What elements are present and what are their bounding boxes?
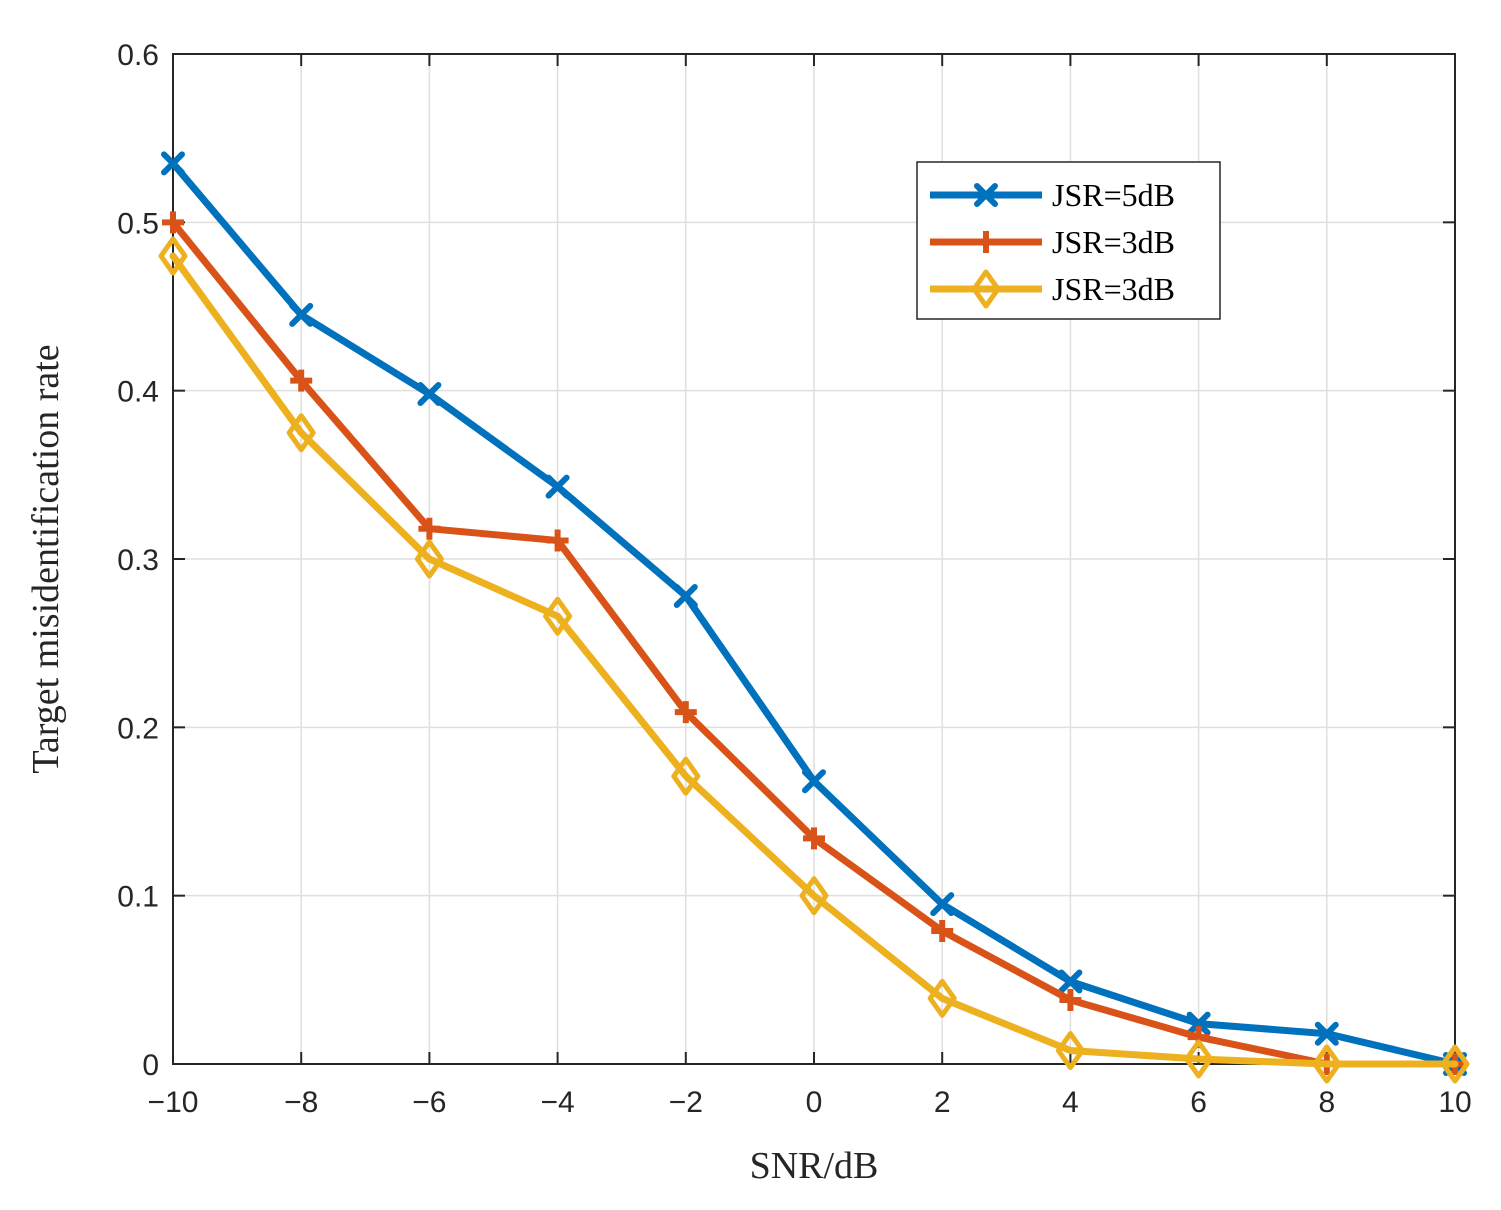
y-tick-label: 0.4 xyxy=(117,376,159,409)
data-point-marker xyxy=(1312,1044,1342,1084)
y-tick-label: 0.2 xyxy=(117,712,159,745)
y-axis-title: Target misidentification rate xyxy=(25,344,67,773)
legend-label-3: JSR=3dB xyxy=(1052,271,1175,307)
data-point-marker xyxy=(799,876,829,916)
data-point-marker xyxy=(671,756,701,796)
x-tick-label: −10 xyxy=(148,1086,199,1119)
data-point-marker xyxy=(930,892,955,917)
data-point-marker xyxy=(545,474,570,499)
legend-label-1: JSR=5dB xyxy=(1052,177,1175,213)
data-point-marker xyxy=(418,517,441,540)
data-point-marker xyxy=(546,529,569,552)
data-point-marker xyxy=(673,584,698,609)
data-point-marker xyxy=(674,701,697,724)
x-tick-label: −6 xyxy=(412,1086,446,1119)
data-point-marker xyxy=(1055,1031,1085,1071)
data-point-marker xyxy=(1440,1044,1470,1084)
x-tick-label: 0 xyxy=(806,1086,823,1119)
series-group xyxy=(158,151,1470,1084)
data-point-marker xyxy=(161,151,185,176)
data-point-marker xyxy=(1058,969,1083,994)
data-point-marker xyxy=(802,769,826,794)
data-point-marker xyxy=(931,920,954,943)
x-tick-label: 10 xyxy=(1438,1086,1471,1119)
x-tick-label: −8 xyxy=(284,1086,318,1119)
legend-label-2: JSR=3dB xyxy=(1052,224,1175,260)
legend-marker-3 xyxy=(971,269,1001,309)
data-point-marker xyxy=(417,382,442,407)
y-tick-label: 0 xyxy=(142,1049,159,1082)
legend: JSR=5dB JSR=3dB JSR=3dB xyxy=(916,161,1221,320)
x-tick-label: −4 xyxy=(540,1086,574,1119)
data-point-marker xyxy=(803,827,825,850)
data-point-marker xyxy=(1184,1039,1214,1079)
data-point-marker xyxy=(1186,1011,1211,1036)
y-tick-label: 0.3 xyxy=(117,544,159,577)
data-point-marker xyxy=(927,978,957,1018)
legend-marker-2 xyxy=(975,231,997,253)
x-tick-label: 6 xyxy=(1190,1086,1207,1119)
y-tick-label: 0.6 xyxy=(117,39,159,72)
y-tick-label: 0.5 xyxy=(117,207,159,240)
data-point-marker xyxy=(286,413,316,453)
data-point-marker xyxy=(543,596,573,636)
data-point-marker xyxy=(162,211,184,234)
x-tick-label: 8 xyxy=(1318,1086,1335,1119)
data-point-marker xyxy=(290,369,313,392)
data-point-marker xyxy=(414,539,444,579)
ticks: −10 −8 −6 −4 −2 0 2 4 6 8 10 0 0.1 0.2 0.3 0.4 0.5 0.6 xyxy=(117,39,1471,1119)
x-tick-label: −2 xyxy=(669,1086,703,1119)
x-axis-title: SNR/dB xyxy=(750,1145,879,1187)
data-point-marker xyxy=(1314,1021,1339,1046)
data-point-marker xyxy=(289,302,314,327)
x-tick-label: 4 xyxy=(1062,1086,1079,1119)
series-line-3 xyxy=(169,252,1459,1068)
legend-marker-1 xyxy=(974,183,998,207)
data-point-marker xyxy=(1059,989,1082,1012)
data-point-marker xyxy=(158,236,188,276)
series-2 xyxy=(162,211,1466,1075)
x-tick-label: 2 xyxy=(934,1086,951,1119)
series-3 xyxy=(158,236,1470,1084)
y-tick-label: 0.1 xyxy=(117,881,159,914)
